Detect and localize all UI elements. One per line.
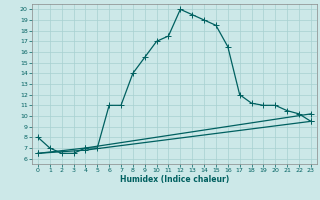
- X-axis label: Humidex (Indice chaleur): Humidex (Indice chaleur): [120, 175, 229, 184]
